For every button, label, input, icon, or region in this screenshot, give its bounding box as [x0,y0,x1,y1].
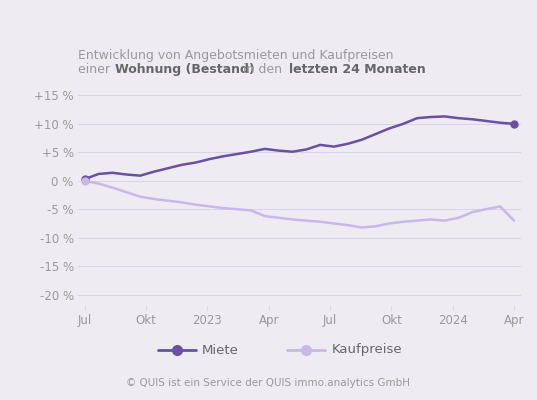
Text: einer: einer [78,63,114,76]
Text: Kaufpreise: Kaufpreise [332,344,403,356]
Text: Miete: Miete [201,344,238,356]
Text: in den: in den [238,63,286,76]
Text: Entwicklung von Angebotsmieten und Kaufpreisen: Entwicklung von Angebotsmieten und Kaufp… [78,49,394,62]
Text: © QUIS ist ein Service der QUIS immo.analytics GmbH: © QUIS ist ein Service der QUIS immo.ana… [127,378,410,388]
Text: letzten 24 Monaten: letzten 24 Monaten [288,63,425,76]
Text: Wohnung (Bestand): Wohnung (Bestand) [115,63,255,76]
